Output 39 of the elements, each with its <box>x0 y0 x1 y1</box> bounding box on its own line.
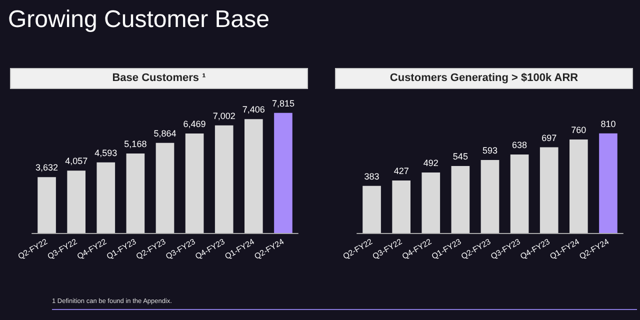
data-label: 593 <box>482 146 498 156</box>
data-label: 5,168 <box>124 139 147 150</box>
data-label: 4,057 <box>65 156 88 166</box>
bar <box>422 172 440 233</box>
bar <box>540 147 558 233</box>
data-label: 545 <box>452 151 468 162</box>
bar <box>480 160 500 233</box>
bar <box>244 119 263 233</box>
data-label: 697 <box>542 132 557 143</box>
data-label: 6,469 <box>183 119 206 130</box>
data-label: 760 <box>571 125 586 136</box>
text: Growing Customer Base <box>8 6 270 34</box>
data-label: 427 <box>394 166 409 176</box>
data-label: 7,406 <box>242 104 265 115</box>
data-label: 383 <box>364 171 380 182</box>
bar <box>274 112 292 233</box>
data-label: 4,593 <box>94 148 118 158</box>
data-label: 810 <box>600 118 616 129</box>
bar <box>451 166 470 233</box>
data-label: 7,815 <box>272 98 294 108</box>
bar <box>570 140 588 233</box>
bar <box>392 180 410 233</box>
bar <box>214 125 234 233</box>
bar <box>599 133 618 233</box>
bar <box>156 142 174 233</box>
data-label: 7,002 <box>212 110 236 121</box>
bar <box>510 154 529 233</box>
bar <box>38 177 56 233</box>
bar <box>96 162 116 233</box>
chart-title: Base Customers ¹ <box>10 68 308 89</box>
data-label: 638 <box>512 140 528 150</box>
data-label: 492 <box>423 158 438 168</box>
bar <box>126 154 145 233</box>
chart-title: Customers Generating > $100k ARR <box>335 68 633 89</box>
bar <box>67 170 86 233</box>
data-label: 5,864 <box>154 128 176 138</box>
data-label: 3,632 <box>36 162 58 173</box>
bar <box>362 186 381 233</box>
bar <box>185 134 204 233</box>
